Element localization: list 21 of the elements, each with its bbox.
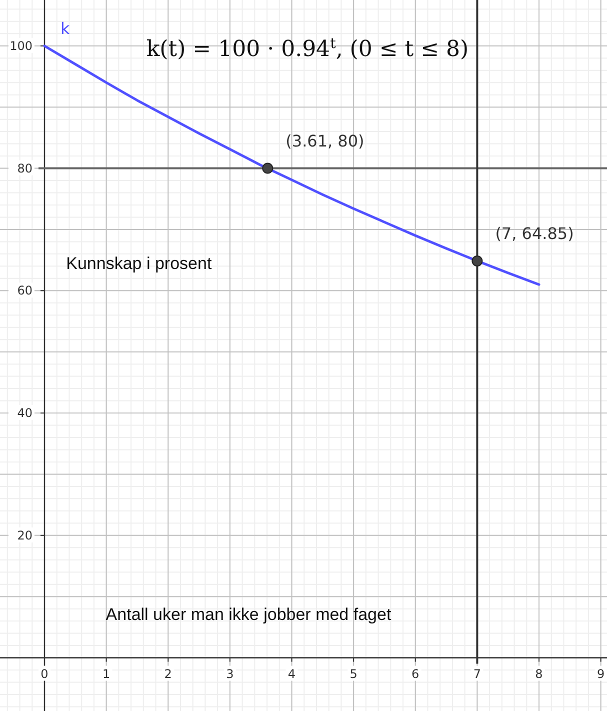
x-tick-label: 5 xyxy=(350,666,358,681)
x-axis-title: Antall uker man ikke jobber med faget xyxy=(106,604,392,624)
x-tick-label: 1 xyxy=(102,666,110,681)
x-tick-label: 3 xyxy=(226,666,234,681)
y-tick-label: 40 xyxy=(17,406,33,420)
data-label: (3.61, 80) xyxy=(286,131,364,150)
y-tick-label: 20 xyxy=(17,528,33,542)
data-label: (7, 64.85) xyxy=(495,224,574,243)
x-tick-label: 9 xyxy=(597,666,605,681)
y-tick-label: 100 xyxy=(10,38,33,53)
x-tick-label: 6 xyxy=(412,666,420,681)
text: k(t) = 100 · 0.94$^{t}$, (0 ≤ t ≤ 8) xyxy=(146,36,469,62)
y-tick-label: 80 xyxy=(17,161,33,176)
x-tick-label: 7 xyxy=(473,666,482,681)
x-tick-label: 2 xyxy=(164,666,172,681)
x-tick-label: 0 xyxy=(40,666,48,681)
y-axis-title: Kunnskap i prosent xyxy=(66,254,212,274)
x-tick-label: 8 xyxy=(535,666,543,681)
x-tick-label: 4 xyxy=(288,666,296,681)
series-label: k xyxy=(60,18,71,38)
y-tick-label: 60 xyxy=(17,284,33,298)
